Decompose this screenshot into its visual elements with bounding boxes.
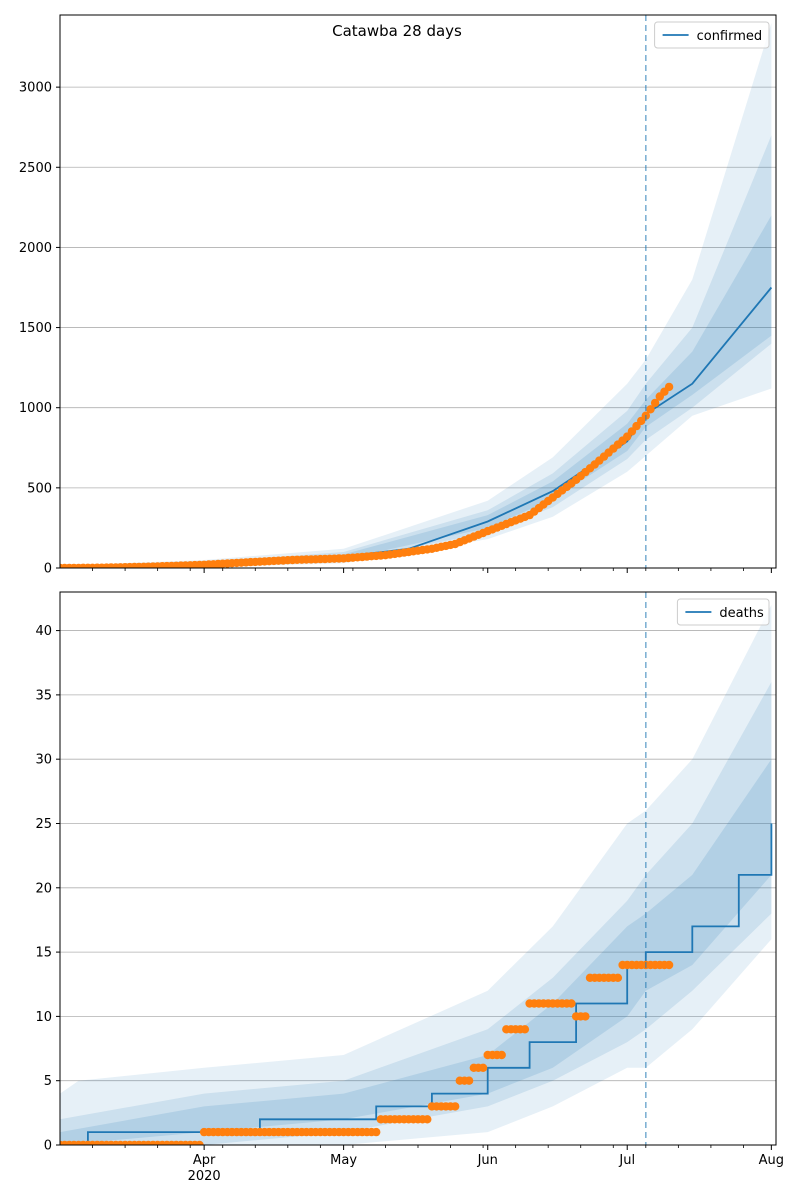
x-tick-sublabel: 2020: [188, 1169, 221, 1184]
observed-point: [478, 1063, 488, 1073]
y-tick-label: 0: [44, 1139, 52, 1154]
y-tick-label: 2000: [19, 241, 52, 256]
chart-title: Catawba 28 days: [332, 22, 462, 40]
y-tick-label: 35: [35, 688, 52, 703]
y-tick-label: 25: [35, 817, 52, 832]
y-tick-label: 10: [35, 1010, 52, 1025]
band-outer: [60, 604, 772, 1145]
y-tick-label: 20: [35, 881, 52, 896]
x-tick-label: Jul: [618, 1153, 635, 1168]
x-tick-label: Jun: [477, 1153, 498, 1168]
axes-frame: [59, 14, 777, 569]
x-tick-label: May: [330, 1153, 357, 1168]
band-middle: [60, 682, 772, 1145]
plot-area: [60, 23, 773, 568]
observed-point: [423, 1115, 432, 1124]
observed-point: [451, 1102, 460, 1111]
y-tick-label: 0: [44, 562, 52, 577]
y-tick-label: 15: [35, 946, 52, 961]
legend-label: deaths: [719, 606, 764, 621]
legend: confirmed: [654, 21, 770, 49]
band-middle: [60, 135, 772, 568]
legend-label: confirmed: [697, 29, 763, 44]
observed-point: [567, 999, 576, 1008]
observed-point: [581, 1012, 590, 1021]
observed-point: [497, 1050, 506, 1060]
band-outer: [60, 23, 772, 568]
observed-point: [464, 1076, 474, 1085]
x-tick-label: Aug: [759, 1153, 784, 1168]
observed-point: [613, 973, 623, 982]
y-tick-label: 5: [44, 1074, 52, 1089]
y-tick-label: 2500: [19, 161, 52, 176]
legend-box: [654, 21, 770, 49]
observed-point: [520, 1025, 530, 1034]
legend-box: [676, 598, 770, 626]
plot-area: [60, 604, 773, 1145]
y-tick-label: 1000: [19, 401, 52, 416]
y-tick-label: 1500: [19, 321, 52, 336]
y-tick-label: 40: [35, 624, 52, 639]
chart-panel-1: 0 500 1000 1500 2000 2500 3000 Catawba 28 days c…: [19, 14, 777, 577]
x-tick-label: Apr: [193, 1153, 216, 1168]
observed-point: [664, 960, 674, 970]
y-tick-label: 3000: [19, 81, 52, 96]
observed-point: [195, 1140, 204, 1145]
legend: deaths: [676, 598, 770, 626]
band-inner: [60, 759, 772, 1145]
observed-point: [372, 1127, 381, 1137]
observed-point: [650, 398, 660, 408]
y-tick-label: 500: [27, 481, 52, 496]
observed-point: [646, 405, 655, 414]
y-tick-label: 30: [35, 753, 52, 768]
observed-point: [664, 382, 674, 392]
